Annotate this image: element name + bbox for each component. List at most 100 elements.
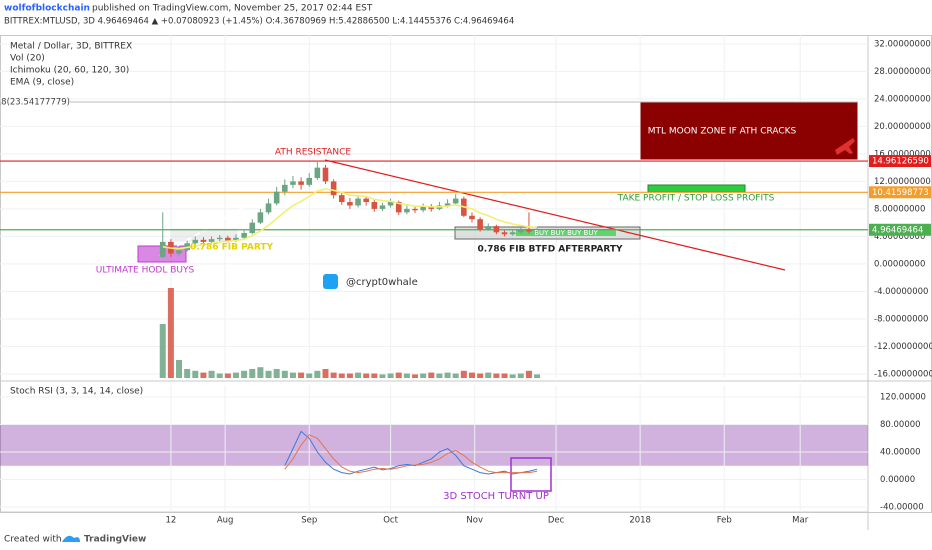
volume-bar: [200, 372, 207, 378]
candle-body: [159, 241, 166, 258]
ath-trendline: [324, 159, 786, 271]
candle-body: [379, 205, 386, 209]
y-tick-label: -8.00000000: [874, 314, 928, 324]
volume-bar: [428, 372, 435, 378]
volume-bar: [363, 373, 370, 378]
tv-logo: [62, 535, 80, 542]
x-tick-label: Dec: [548, 516, 565, 526]
volume-bar: [306, 373, 313, 378]
candle-body: [534, 229, 540, 232]
y-tick-label: 20.00000000: [874, 122, 931, 132]
y-tick-label: 12.00000000: [874, 177, 931, 187]
fib-label: 1.618(23.54177779): [0, 98, 70, 108]
candle-body: [452, 198, 459, 204]
volume-bar: [412, 374, 419, 378]
x-tick-label: Mar: [792, 516, 809, 526]
volume-bar: [452, 373, 459, 378]
footer-brand[interactable]: TradingView: [84, 535, 146, 545]
annotation: 0.786 FIB PARTY: [190, 243, 273, 253]
fib-measure: [159, 159, 326, 257]
y2-tick-label: 40.00000: [880, 448, 921, 458]
y2-tick-label: -40.00000: [880, 502, 924, 512]
candle-body: [200, 239, 207, 242]
candle-body: [322, 167, 329, 182]
candle-body: [444, 203, 451, 206]
candle-body: [518, 229, 524, 233]
candle-body: [371, 202, 378, 209]
volume-bar: [485, 372, 492, 378]
volume-bar: [257, 367, 264, 378]
volume-bar: [387, 373, 394, 378]
candle-body: [485, 226, 492, 230]
volume-bar: [444, 372, 451, 378]
volume-bar: [192, 370, 199, 378]
volume-bar: [216, 373, 223, 378]
level-label: 10.41598773: [872, 188, 929, 198]
y-tick-label: 24.00000000: [874, 94, 931, 104]
volume-bar: [176, 360, 183, 378]
candle-body: [387, 202, 394, 206]
candle-body: [249, 222, 256, 233]
volume-bar: [460, 370, 467, 378]
candle-body: [501, 232, 508, 235]
candle-body: [404, 208, 410, 213]
volume-bar: [265, 370, 272, 378]
volume-bar: [493, 373, 500, 378]
candle-body: [298, 181, 304, 185]
y-tick-label: 0.00000000: [874, 259, 925, 269]
volume-bar: [395, 372, 402, 378]
candle-body: [306, 177, 313, 185]
ema-line: [162, 188, 538, 250]
candle-body: [273, 191, 280, 204]
annotation: ATH RESISTANCE: [275, 148, 352, 158]
volume-bar: [224, 373, 231, 378]
candle-body: [509, 232, 516, 235]
candle-body: [330, 181, 337, 196]
x-tick-label: Feb: [717, 516, 732, 526]
rocket-icon: [835, 138, 855, 155]
candle-body: [290, 181, 296, 185]
candle-body: [192, 239, 199, 244]
y-tick-label: 8.00000000: [874, 204, 925, 214]
y2-tick-label: 80.00000: [880, 420, 921, 430]
candle-body: [477, 219, 483, 230]
candle-body: [469, 215, 475, 220]
twitter-icon: [323, 274, 338, 289]
y-tick-label: 28.00000000: [874, 67, 931, 77]
stoch-line: [284, 434, 538, 474]
level-badge: [869, 186, 931, 199]
volume-bar: [167, 288, 174, 378]
candle-body: [355, 198, 361, 206]
candle-body: [314, 167, 321, 178]
stoch-title: Stoch RSI (3, 3, 14, 14, close): [10, 387, 143, 397]
x-tick-label: Oct: [383, 516, 398, 526]
volume-bar: [184, 369, 191, 378]
legend-item: Ichimoku (20, 60, 120, 30): [10, 66, 129, 76]
volume-bar: [436, 373, 443, 378]
buy-zone: [516, 229, 616, 236]
candle-body: [395, 202, 402, 213]
volume-bar: [322, 369, 329, 378]
y-tick-label: -16.00000000: [874, 369, 932, 379]
stoch-box: [510, 457, 552, 492]
volume-bar: [298, 372, 305, 378]
stoch-band: [0, 424, 868, 466]
author[interactable]: wolfofblockchain: [4, 4, 90, 14]
level-label: 14.96126590: [872, 157, 929, 167]
take-profit-zone: [647, 184, 746, 193]
level-badge: [869, 155, 931, 168]
volume-bar: [355, 372, 362, 378]
x-tick-label: Sep: [301, 516, 317, 526]
annotation: 0.786 FIB BTFD AFTERPARTY: [477, 245, 623, 255]
candle-body: [265, 203, 272, 213]
y2-tick-label: 120.00000: [880, 393, 926, 403]
published: published on TradingView.com, November 2…: [92, 4, 373, 14]
volume-bar: [330, 372, 337, 378]
volume-bar: [477, 373, 484, 378]
candle-body: [216, 237, 223, 240]
volume-bar: [420, 373, 427, 378]
volume-bar: [525, 370, 532, 378]
y-tick-label: -4.00000000: [874, 287, 928, 297]
volume-bar: [289, 372, 296, 378]
